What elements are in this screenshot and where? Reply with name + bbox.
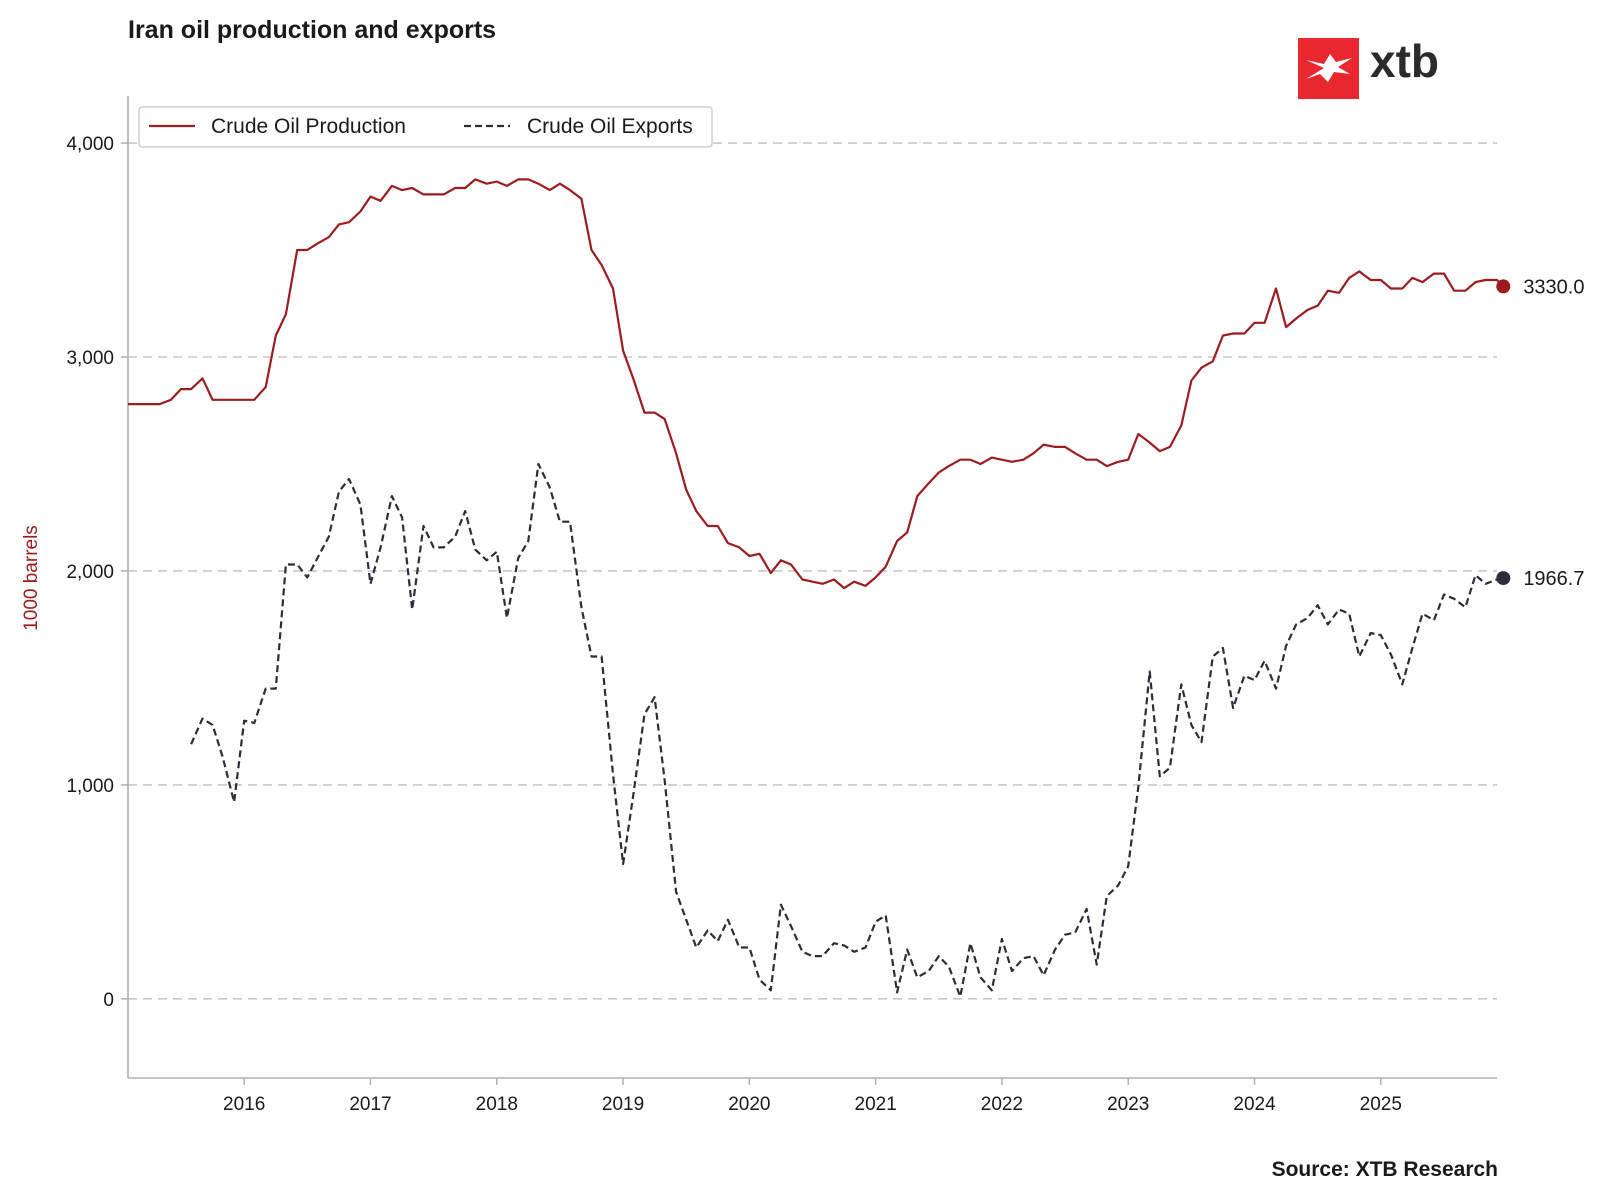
- production-line: [128, 178, 1505, 590]
- x-tick-label: 2023: [1107, 1094, 1149, 1115]
- legend-exports-label: Crude Oil Exports: [527, 115, 693, 138]
- y-tick-label: 4,000: [66, 134, 114, 155]
- source-note: Source: XTB Research: [1271, 1158, 1498, 1181]
- x-tick-label: 2022: [981, 1094, 1023, 1115]
- x-tick-label: 2021: [855, 1094, 897, 1115]
- series-lines: [128, 178, 1505, 998]
- exports-line: [190, 462, 1504, 998]
- y-tick-label: 1,000: [66, 776, 114, 797]
- x-tick-label: 2019: [602, 1094, 644, 1115]
- y-axis-label: 1000 barrels: [21, 525, 42, 631]
- axes: [121, 96, 1497, 1085]
- y-tick-labels: 0 1,000 2,000 3,000 4,000: [66, 134, 114, 1011]
- y-tick-label: 2,000: [66, 562, 114, 583]
- y-tick-label: 0: [103, 990, 114, 1011]
- exports-end-marker: [1496, 571, 1511, 586]
- y-tick-label: 3,000: [66, 348, 114, 369]
- xtb-x-logo-icon: [1298, 38, 1359, 99]
- production-end-label: 3330.0: [1523, 276, 1584, 298]
- x-tick-label: 2025: [1360, 1094, 1402, 1115]
- logo-text: xtb: [1370, 35, 1439, 87]
- xtb-logo: xtb: [1298, 35, 1458, 100]
- x-tick-label: 2020: [728, 1094, 770, 1115]
- production-end-marker: [1496, 279, 1511, 294]
- chart-title: Iran oil production and exports: [128, 16, 497, 44]
- legend: Crude Oil Production Crude Oil Exports: [138, 106, 713, 148]
- x-tick-label: 2017: [349, 1094, 391, 1115]
- legend-box: [138, 106, 713, 148]
- legend-production-label: Crude Oil Production: [211, 115, 406, 138]
- gridlines: [128, 142, 1497, 1000]
- x-tick-labels: 2016 2017 2018 2019 2020 2021 2022 2023 2024 2025: [223, 1094, 1402, 1115]
- x-tick-label: 2024: [1233, 1094, 1276, 1115]
- exports-end-label: 1966.7: [1523, 568, 1584, 590]
- x-tick-label: 2016: [223, 1094, 265, 1115]
- x-tick-label: 2018: [476, 1094, 518, 1115]
- end-markers: 3330.0 1966.7: [1496, 276, 1584, 590]
